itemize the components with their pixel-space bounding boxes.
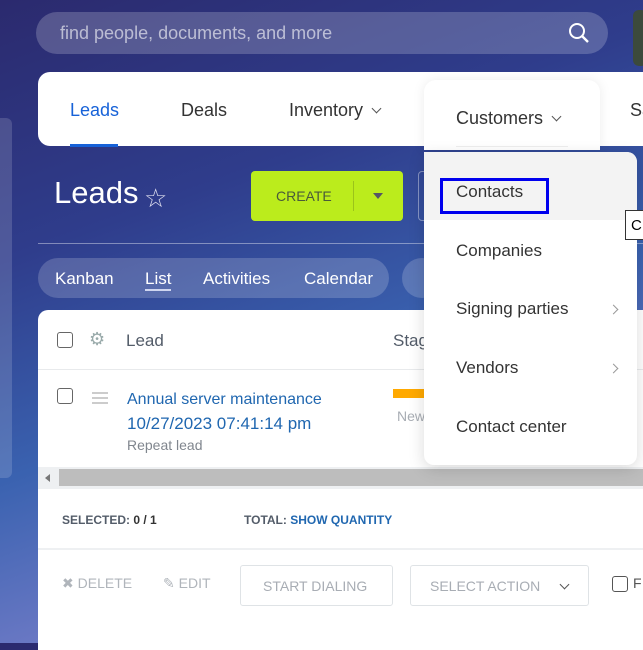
view-switcher: Kanban List Activities Calendar bbox=[38, 258, 389, 298]
pencil-icon: ✎ bbox=[163, 575, 175, 591]
divider bbox=[456, 146, 568, 147]
menu-item-contact-center[interactable]: Contact center bbox=[456, 417, 567, 436]
select-action-label: SELECT ACTION bbox=[430, 578, 541, 594]
select-action-dropdown[interactable]: SELECT ACTION bbox=[410, 565, 589, 606]
search-icon[interactable] bbox=[568, 22, 590, 44]
delete-label: DELETE bbox=[77, 575, 133, 591]
menu-item-signing-parties[interactable]: Signing parties bbox=[456, 299, 569, 318]
lead-title-link[interactable]: Annual server maintenance bbox=[127, 391, 322, 408]
gear-icon[interactable]: ⚙ bbox=[89, 329, 106, 349]
menu-item-contacts[interactable]: Contacts bbox=[424, 152, 637, 220]
stage-label: New bbox=[397, 408, 426, 424]
selected-count: SELECTED: 0 / 1 bbox=[62, 513, 157, 527]
nav-deals[interactable]: Deals bbox=[181, 100, 228, 120]
edit-label: EDIT bbox=[178, 575, 211, 591]
chevron-down-icon bbox=[551, 111, 562, 122]
nav-customers-label: Customers bbox=[456, 108, 562, 129]
nav-customers[interactable]: Customers bbox=[424, 80, 600, 150]
footer-checkbox-label: F bbox=[633, 575, 642, 591]
show-quantity-link[interactable]: SHOW QUANTITY bbox=[290, 513, 393, 527]
view-activities[interactable]: Activities bbox=[203, 269, 271, 288]
divider bbox=[38, 548, 643, 550]
customers-dropdown-menu: Contacts Companies Signing parties Vendo… bbox=[424, 152, 637, 465]
menu-item-companies[interactable]: Companies bbox=[456, 241, 542, 260]
stage-progress-bar[interactable] bbox=[393, 389, 425, 398]
create-label: CREATE bbox=[276, 188, 332, 204]
nav-sales[interactable]: Sa bbox=[630, 100, 643, 120]
contacts-label: Contacts bbox=[456, 182, 524, 201]
view-calendar[interactable]: Calendar bbox=[304, 269, 373, 288]
selected-value: 0 / 1 bbox=[133, 513, 157, 527]
search-placeholder: find people, documents, and more bbox=[60, 23, 333, 43]
total-label: TOTAL: bbox=[244, 513, 287, 527]
scroll-left-icon[interactable] bbox=[45, 474, 50, 482]
dropdown-arrow-icon[interactable] bbox=[373, 193, 383, 204]
chevron-down-icon bbox=[371, 103, 382, 114]
top-right-widget[interactable] bbox=[633, 10, 643, 66]
chevron-right-icon bbox=[608, 363, 619, 374]
table-row: Annual server maintenance 10/27/2023 07:… bbox=[38, 370, 643, 467]
selected-label: SELECTED: bbox=[62, 513, 131, 527]
active-tab-underline bbox=[70, 144, 118, 147]
divider bbox=[353, 181, 354, 211]
select-all-checkbox[interactable] bbox=[57, 332, 73, 348]
footer-checkbox[interactable] bbox=[612, 576, 628, 592]
nav-inventory-label: Inventory bbox=[289, 100, 364, 120]
page-title: Leads bbox=[54, 175, 139, 210]
lead-note: Repeat lead bbox=[127, 437, 203, 453]
create-button[interactable]: CREATE bbox=[251, 171, 403, 221]
hamburger-icon[interactable] bbox=[92, 392, 108, 404]
horizontal-scrollbar[interactable] bbox=[38, 467, 643, 489]
left-sidebar-panel bbox=[0, 118, 12, 478]
tooltip: C bbox=[625, 210, 643, 240]
menu-item-vendors[interactable]: Vendors bbox=[456, 358, 519, 377]
total-count: TOTAL: SHOW QUANTITY bbox=[244, 513, 392, 527]
highlight-box bbox=[440, 178, 549, 214]
column-lead[interactable]: Lead bbox=[126, 331, 164, 350]
delete-button[interactable]: ✖ DELETE bbox=[62, 575, 132, 592]
search-input[interactable]: find people, documents, and more bbox=[36, 12, 608, 54]
divider bbox=[38, 243, 643, 244]
view-list[interactable]: List bbox=[145, 269, 172, 291]
scrollbar-thumb[interactable] bbox=[59, 469, 643, 486]
nav-inventory[interactable]: Inventory bbox=[289, 100, 382, 121]
column-stage[interactable]: Stag bbox=[393, 331, 428, 350]
close-icon: ✖ bbox=[62, 575, 74, 591]
chevron-down-icon bbox=[559, 579, 570, 590]
edit-button[interactable]: ✎ EDIT bbox=[163, 575, 211, 592]
chevron-right-icon bbox=[608, 304, 619, 315]
star-icon[interactable]: ☆ bbox=[144, 183, 168, 213]
customers-label: Customers bbox=[456, 108, 544, 128]
nav-leads[interactable]: Leads bbox=[70, 100, 120, 120]
divider bbox=[38, 369, 643, 370]
start-dialing-button[interactable]: START DIALING bbox=[240, 565, 393, 606]
view-kanban[interactable]: Kanban bbox=[55, 269, 114, 288]
row-checkbox[interactable] bbox=[57, 388, 73, 404]
lead-date: 10/27/2023 07:41:14 pm bbox=[127, 414, 312, 433]
